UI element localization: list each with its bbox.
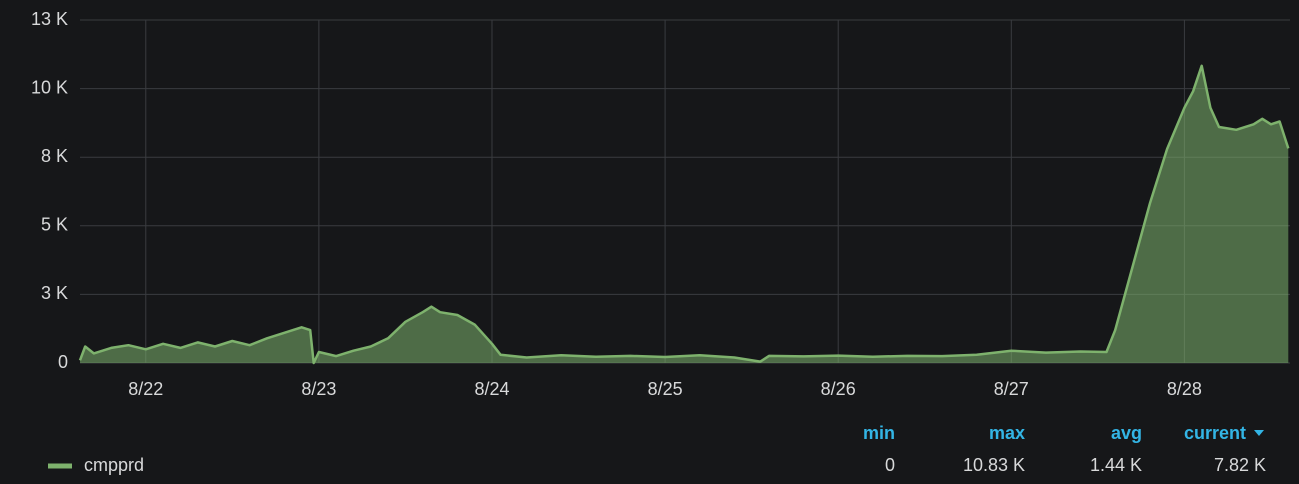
plot	[78, 64, 1290, 365]
legend-stat-value: 10.83 K	[963, 455, 1025, 475]
x-tick-label: 8/28	[1167, 379, 1202, 399]
legend-stat-header[interactable]: avg	[1111, 423, 1142, 443]
x-tick-label: 8/23	[301, 379, 336, 399]
legend-stat-header[interactable]: max	[989, 423, 1025, 443]
legend-stat-value: 7.82 K	[1214, 455, 1266, 475]
legend-stat-header[interactable]: min	[863, 423, 895, 443]
legend-label[interactable]: cmpprd	[84, 455, 144, 475]
area-fill	[80, 65, 1289, 364]
x-tick-label: 8/22	[128, 379, 163, 399]
y-tick-label: 10 K	[31, 77, 68, 97]
y-tick-label: 3 K	[41, 283, 68, 303]
legend-stat-value: 0	[885, 455, 895, 475]
y-tick-label: 8 K	[41, 146, 68, 166]
x-tick-label: 8/26	[821, 379, 856, 399]
x-tick-label: 8/25	[648, 379, 683, 399]
legend-stat-header[interactable]: current	[1184, 423, 1246, 443]
y-tick-label: 0	[58, 352, 68, 372]
y-tick-label: 5 K	[41, 215, 68, 235]
x-tick-label: 8/27	[994, 379, 1029, 399]
sort-arrow[interactable]	[1254, 430, 1264, 436]
y-tick-label: 13 K	[31, 9, 68, 29]
legend-stat-value: 1.44 K	[1090, 455, 1142, 475]
labels: 0 3 K 5 K 8 K 10 K 13 K 8/22 8/23 8/24 8/25 8/26 8/…	[31, 9, 1266, 475]
line	[78, 64, 1290, 365]
x-tick-label: 8/24	[474, 379, 509, 399]
